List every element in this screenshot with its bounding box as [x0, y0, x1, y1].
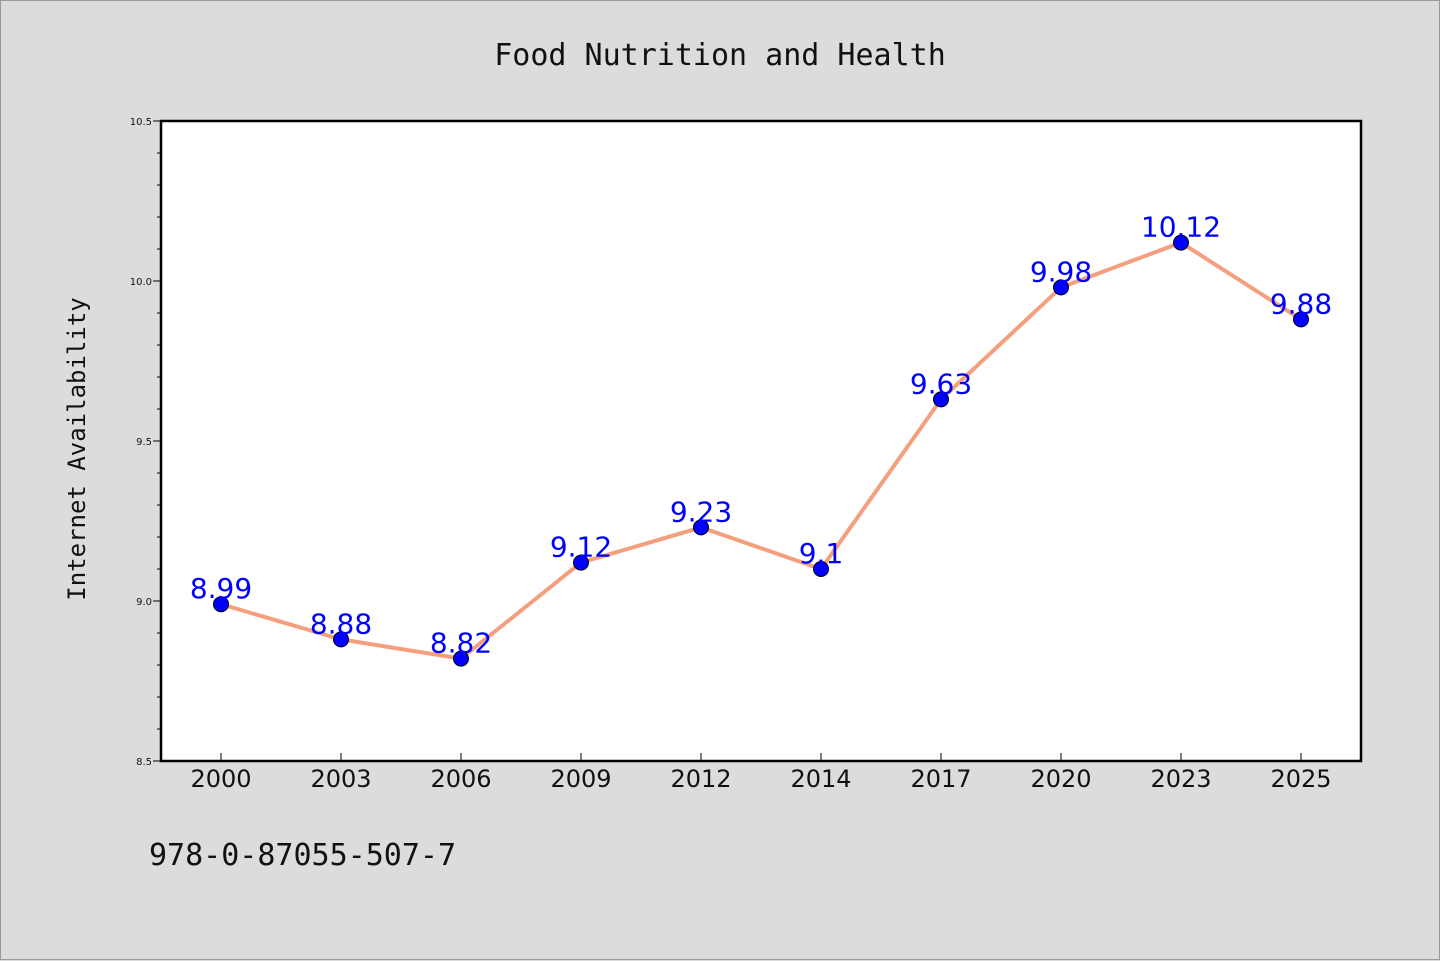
x-tick-label: 2023: [1150, 765, 1211, 793]
data-point: [933, 391, 949, 408]
x-tick-label: 2017: [910, 765, 971, 793]
x-axis-ticks: 2000 2003 2006 2009 2012 2014 2017 2020 2023 2025: [190, 753, 1332, 793]
y-tick-label: 8.5: [136, 757, 152, 768]
data-point: [1053, 279, 1069, 296]
data-point: [453, 650, 469, 667]
data-label: 8.88: [310, 607, 372, 640]
x-tick-label: 2000: [190, 765, 251, 793]
series-polyline: [220, 240, 1303, 661]
data-label: 8.82: [430, 627, 492, 660]
y-tick-label: 10.5: [130, 117, 152, 128]
data-point: [693, 519, 709, 536]
data-label: 9.63: [910, 367, 972, 400]
x-tick-label: 2020: [1030, 765, 1091, 793]
data-point: [1173, 234, 1189, 251]
data-label: 9.1: [799, 537, 844, 570]
data-point: [333, 631, 349, 648]
x-tick-label: 2012: [670, 765, 731, 793]
data-label: 10.12: [1141, 211, 1221, 244]
y-tick-label: 10.0: [130, 277, 152, 288]
x-tick-label: 2003: [310, 765, 371, 793]
data-label: 9.12: [550, 531, 612, 564]
isbn-footer: 978-0-87055-507-7: [149, 838, 456, 873]
y-axis-label: Internet Availability: [63, 297, 91, 600]
chart-title: Food Nutrition and Health: [494, 38, 946, 73]
data-label: 9.88: [1270, 287, 1332, 320]
x-tick-label: 2009: [550, 765, 611, 793]
x-tick-label: 2006: [430, 765, 491, 793]
data-point: [1293, 311, 1309, 328]
x-tick-label: 2025: [1270, 765, 1331, 793]
plot-area: [159, 119, 1363, 763]
data-point: [213, 596, 229, 613]
y-axis-ticks: 8.5 9.0 9.5 10.0 10.5: [130, 117, 161, 768]
series-line: 8.99 8.88 8.82 9.12 9.23 9.1 9.63 9.98 10.12 9.88: [190, 211, 1332, 667]
data-point: [813, 561, 829, 577]
data-label: 9.23: [670, 495, 732, 528]
data-label: 9.98: [1030, 255, 1092, 288]
y-tick-label: 9.5: [136, 437, 152, 448]
y-tick-label: 9.0: [136, 597, 152, 608]
x-tick-label: 2014: [790, 765, 851, 793]
data-point: [573, 554, 589, 571]
data-label: 8.99: [190, 572, 252, 605]
